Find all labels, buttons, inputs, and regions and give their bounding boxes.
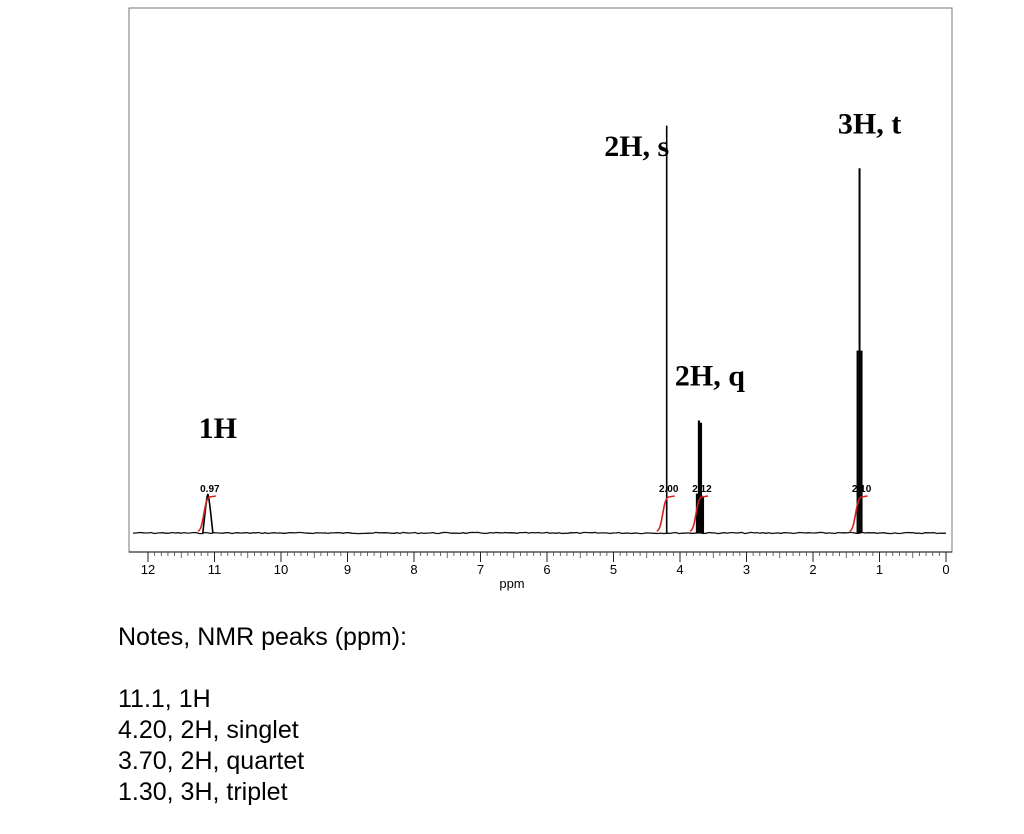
integral-value: 0.97: [200, 484, 220, 495]
peak-line: [202, 493, 214, 534]
peak-annotations: 0.97 1H 2.00 2H, s 2.12 2H, q 2.10 3H, t: [199, 107, 902, 495]
integral-value: 2.12: [692, 484, 712, 495]
integral-curve: [689, 495, 709, 532]
notes-line: 3.70, 2H, quartet: [118, 747, 305, 775]
plot-frame: [128, 7, 953, 553]
peak-annotation: 1H: [199, 412, 237, 445]
peak-annotation: 3H, t: [838, 107, 901, 140]
tick-label: 6: [543, 562, 550, 577]
tick-label: 12: [141, 562, 155, 577]
x-axis-major-ticks: 12 11 10 9 8 7 6 5 4 3 2 1 0: [141, 552, 950, 577]
integral-curve: [656, 495, 675, 532]
integral-value: 2.10: [852, 484, 872, 495]
tick-label: 11: [208, 562, 222, 577]
notes-line: 11.1, 1H: [118, 685, 211, 713]
peak-annotation: 2H, s: [604, 130, 669, 163]
tick-label: 5: [610, 562, 617, 577]
tick-label: 8: [410, 562, 417, 577]
tick-label: 2: [809, 562, 816, 577]
tick-label: 0: [942, 562, 949, 577]
spectrum-peaks: [197, 125, 868, 534]
notes-line: 1.30, 3H, triplet: [118, 778, 288, 806]
tick-label: 4: [676, 562, 683, 577]
notes-line: 4.20, 2H, singlet: [118, 716, 299, 744]
tick-label: 7: [477, 562, 484, 577]
integral-value: 2.00: [659, 484, 679, 495]
spectrum-baseline: [132, 531, 947, 535]
x-axis-title: ppm: [499, 576, 524, 591]
integral-curve: [849, 495, 868, 532]
nmr-notes: Notes, NMR peaks (ppm): 11.1, 1H 4.20, 2…: [118, 622, 407, 808]
x-axis-minor-ticks: [154, 552, 940, 558]
tick-label: 9: [344, 562, 351, 577]
tick-label: 3: [743, 562, 750, 577]
tick-label: 1: [876, 562, 883, 577]
integral-curve: [197, 495, 216, 532]
peak-annotation: 2H, q: [675, 359, 745, 392]
tick-label: 10: [274, 562, 288, 577]
notes-heading: Notes, NMR peaks (ppm):: [118, 623, 407, 651]
